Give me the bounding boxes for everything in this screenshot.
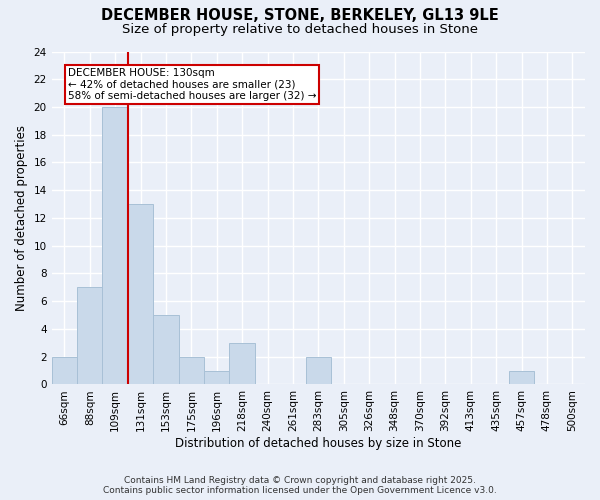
X-axis label: Distribution of detached houses by size in Stone: Distribution of detached houses by size … — [175, 437, 461, 450]
Bar — [204, 370, 229, 384]
Text: DECEMBER HOUSE, STONE, BERKELEY, GL13 9LE: DECEMBER HOUSE, STONE, BERKELEY, GL13 9L… — [101, 8, 499, 22]
Text: Size of property relative to detached houses in Stone: Size of property relative to detached ho… — [122, 22, 478, 36]
Bar — [103, 107, 128, 384]
Bar — [179, 356, 204, 384]
Bar — [153, 315, 179, 384]
Text: DECEMBER HOUSE: 130sqm
← 42% of detached houses are smaller (23)
58% of semi-det: DECEMBER HOUSE: 130sqm ← 42% of detached… — [68, 68, 316, 102]
Bar — [128, 204, 153, 384]
Text: Contains HM Land Registry data © Crown copyright and database right 2025.
Contai: Contains HM Land Registry data © Crown c… — [103, 476, 497, 495]
Bar — [229, 343, 255, 384]
Y-axis label: Number of detached properties: Number of detached properties — [15, 125, 28, 311]
Bar — [509, 370, 534, 384]
Bar — [77, 288, 103, 384]
Bar — [305, 356, 331, 384]
Bar — [52, 356, 77, 384]
